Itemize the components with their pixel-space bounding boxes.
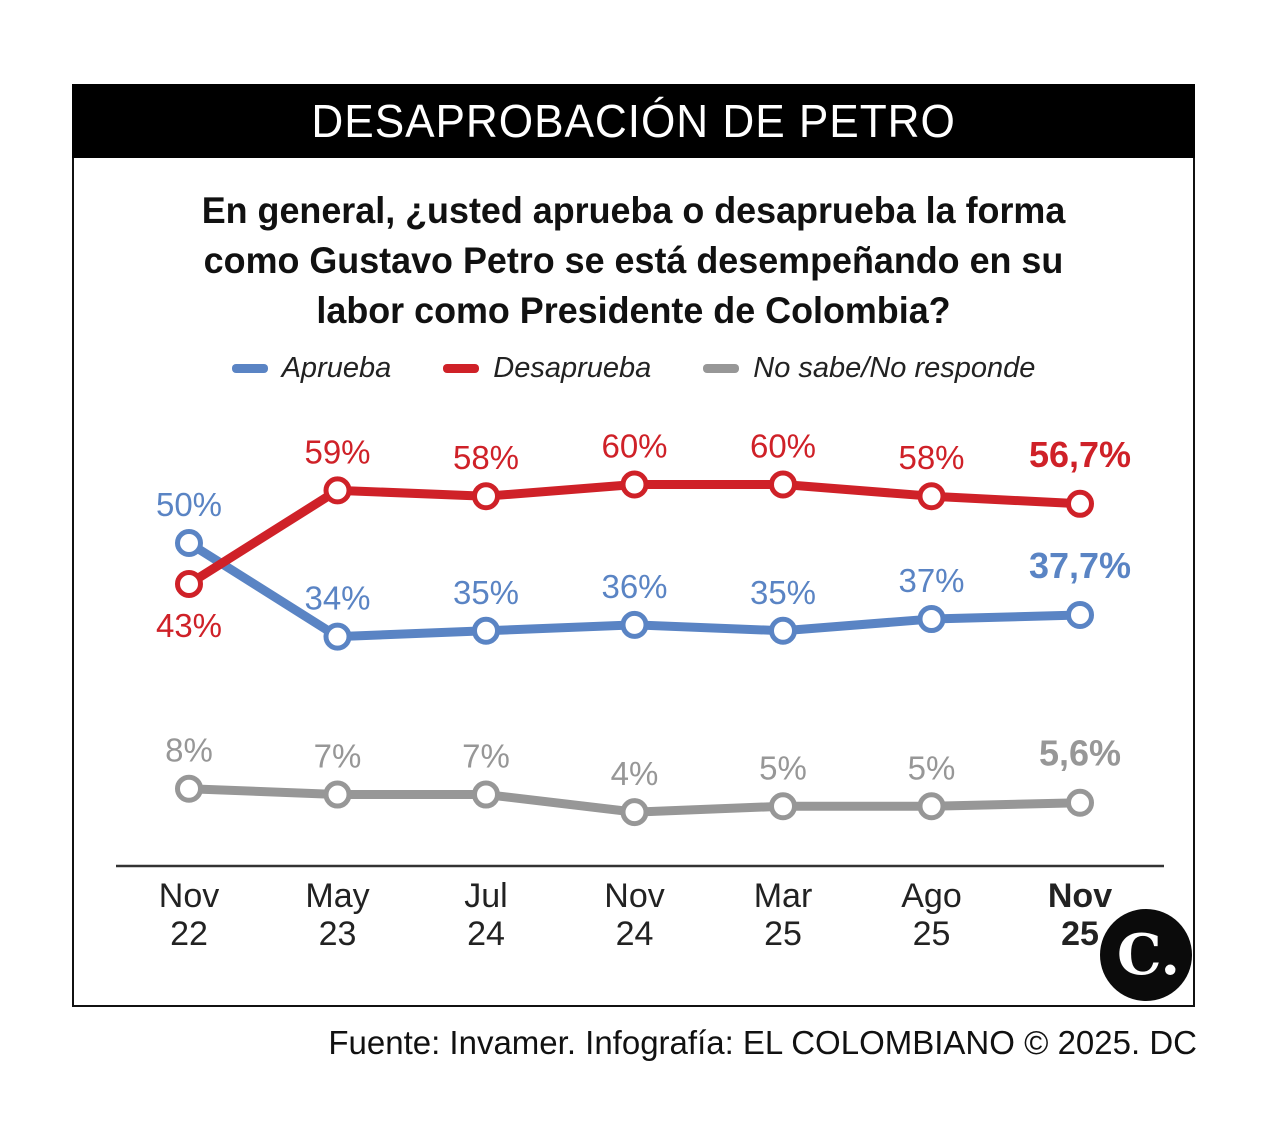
legend-label: No sabe/No responde (753, 351, 1036, 384)
value-label-aprueba: 50% (156, 486, 222, 523)
value-label-desaprueba: 60% (601, 428, 667, 465)
data-point-desaprueba (175, 569, 203, 598)
data-point-aprueba (175, 529, 203, 557)
x-tick-year: 25 (913, 915, 951, 953)
x-tick-month: Ago (901, 877, 962, 915)
el-colombiano-logo: C. (1100, 909, 1192, 1001)
data-point-desaprueba (323, 476, 352, 505)
value-label-no-sabe-no-responde: 4% (611, 755, 659, 792)
x-tick-year: 25 (1061, 915, 1099, 953)
data-point-aprueba (917, 605, 946, 634)
logo-letter: C. (1116, 922, 1181, 988)
data-point-aprueba (1066, 600, 1094, 629)
value-label-no-sabe-no-responde: 7% (314, 738, 362, 775)
legend: Aprueba Desaprueba No sabe/No responde (74, 349, 1193, 387)
data-point-no-sabe-no-responde (1066, 788, 1094, 817)
x-tick-month: Nov (1048, 877, 1112, 915)
legend-item-3: No sabe/No responde (703, 352, 1035, 385)
data-point-no-sabe-no-responde (620, 798, 649, 827)
value-label-aprueba: 37% (898, 562, 964, 599)
title-bar: DESAPROBACIÓN DE PETRO (72, 84, 1195, 158)
x-tick-month: Nov (604, 877, 664, 915)
legend-item-1: Aprueba (231, 351, 392, 385)
x-tick-month: May (305, 877, 369, 915)
value-label-aprueba: 36% (601, 568, 667, 605)
legend-swatch-icon (443, 363, 480, 373)
x-tick-month: Jul (464, 877, 507, 915)
value-label-desaprueba: 56,7% (1029, 434, 1131, 475)
x-tick-month: Mar (754, 877, 813, 915)
x-tick-year: 24 (467, 915, 505, 953)
value-label-no-sabe-no-responde: 5% (759, 749, 807, 786)
data-point-desaprueba (1066, 489, 1094, 518)
legend-swatch-icon (231, 363, 268, 373)
data-point-desaprueba (769, 470, 797, 499)
value-label-desaprueba: 60% (750, 428, 816, 465)
value-label-desaprueba: 58% (898, 439, 964, 476)
legend-label: Desaprueba (493, 351, 652, 384)
data-point-desaprueba (620, 470, 649, 499)
value-label-aprueba: 35% (453, 574, 519, 611)
value-label-no-sabe-no-responde: 5,6% (1039, 733, 1121, 774)
legend-swatch-icon (703, 363, 740, 373)
legend-label: Aprueba (281, 351, 392, 384)
value-label-aprueba: 35% (750, 574, 816, 611)
x-tick-year: 22 (170, 915, 208, 953)
data-point-no-sabe-no-responde (917, 792, 946, 821)
value-label-desaprueba: 58% (453, 439, 519, 476)
value-label-no-sabe-no-responde: 8% (165, 732, 213, 769)
legend-item-2: Desaprueba (443, 352, 651, 385)
question-line-3: labor como Presidente de Colombia? (316, 290, 951, 331)
x-tick-year: 24 (616, 915, 654, 953)
value-label-aprueba: 34% (304, 580, 370, 617)
survey-question: En general, ¿usted aprueba o desaprueba … (74, 186, 1193, 336)
data-point-aprueba (769, 616, 797, 645)
data-point-aprueba (620, 610, 649, 639)
data-point-no-sabe-no-responde (175, 774, 203, 803)
value-label-desaprueba: 43% (156, 607, 222, 644)
question-line-1: En general, ¿usted aprueba o desaprueba … (201, 190, 1066, 231)
data-point-aprueba (472, 616, 500, 645)
data-point-no-sabe-no-responde (472, 780, 500, 809)
source-credit: Fuente: Invamer. Infografía: EL COLOMBIA… (328, 1024, 1197, 1061)
value-label-no-sabe-no-responde: 7% (462, 738, 510, 775)
x-tick-year: 25 (764, 915, 802, 953)
question-line-2: como Gustavo Petro se está desempeñando … (203, 240, 1064, 281)
data-point-aprueba (323, 622, 352, 651)
chart-frame: DESAPROBACIÓN DE PETRO En general, ¿uste… (72, 84, 1195, 1007)
page-title: DESAPROBACIÓN DE PETRO (311, 95, 956, 147)
x-tick-year: 23 (319, 915, 357, 953)
data-point-no-sabe-no-responde (323, 780, 352, 809)
x-tick-month: Nov (159, 877, 219, 915)
value-label-aprueba: 37,7% (1029, 545, 1131, 586)
data-point-desaprueba (472, 482, 500, 511)
data-point-no-sabe-no-responde (769, 792, 797, 821)
value-label-no-sabe-no-responde: 5% (908, 749, 956, 786)
line-chart: 8% 7% 7% 4% 5% 5% 5,6% 50% 34% 35% 36% 35% 37% 37,7% 4… (116, 428, 1164, 953)
value-label-desaprueba: 59% (304, 433, 370, 470)
data-point-desaprueba (917, 482, 946, 511)
